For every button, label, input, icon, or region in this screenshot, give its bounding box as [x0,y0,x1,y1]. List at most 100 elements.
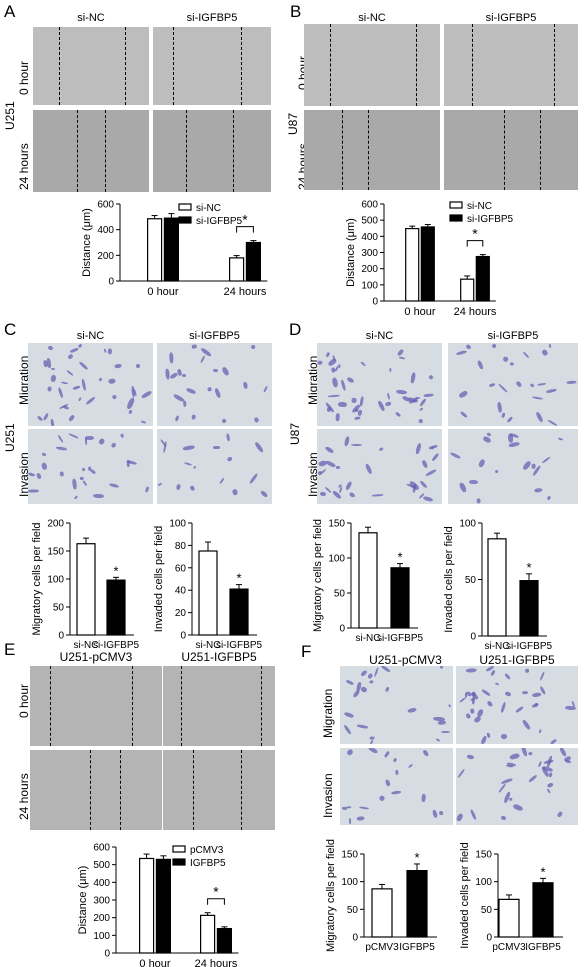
stained-cell [455,349,468,356]
bar-treatment [406,870,428,938]
legend-label: si-IGFBP5 [196,216,243,227]
stained-cell [28,489,40,493]
panel-letter-f: F [301,642,312,661]
cell-line-label-c: U251 [3,423,17,452]
stained-cell [126,460,130,468]
stained-cell [317,360,324,366]
y-axis-title: Migratory cells per field [325,839,337,952]
col-label-c1: si-NC [76,330,105,342]
stained-cell [509,752,520,761]
y-tick-label: 300 [361,248,378,259]
stained-cell [357,815,366,821]
stained-cell [67,414,76,423]
transwell-photo-d-si-migration [448,343,578,426]
stained-cell [494,469,499,475]
row-label-f-invasion: Invasion [321,773,335,818]
bar-treatment [532,882,554,938]
stained-cell [189,484,195,491]
stained-cell [69,347,79,354]
stained-cell [368,679,374,684]
stained-cell [525,668,530,673]
row-label-e-24h: 24 hours [17,773,31,820]
y-tick-label: 200 [93,913,110,924]
stained-cell [500,701,507,713]
stained-cell [457,767,466,778]
significance-star: * [213,884,219,900]
bar-chart-e: 0 100 200 300 400 500 600 Distance (μm) 0 hour 24… [77,843,239,967]
stained-cell [521,690,529,695]
stained-cell [537,760,542,768]
stained-cell [421,749,430,758]
stained-cell [435,738,441,743]
stained-cell [57,386,64,399]
stained-cell [515,380,522,387]
stained-cell [136,363,141,369]
y-tick-label: 0 [470,632,476,643]
bar-treatment [475,255,490,302]
x-tick-label: 24 hours [224,286,267,298]
stained-cell [331,376,339,388]
stained-cell [478,458,486,468]
stained-cell [476,708,485,718]
row-label-a-24h: 24 hours [17,143,31,190]
y-tick-label: 0 [180,631,186,642]
y-tick-label: 600 [93,843,110,854]
bar-chart-d-invasion: 0 50 100 Invaded cells per field si-NCsi-IGF… [443,519,552,653]
stained-cell [232,488,239,497]
stained-cell [107,378,116,384]
stained-cell [468,479,478,484]
stained-cell [251,345,256,350]
stained-cell [343,436,351,447]
stained-cell [469,708,475,714]
x-tick-label: 0 hour [139,958,171,967]
y-tick-label: 600 [361,200,378,211]
stained-cell [385,686,390,693]
stained-cell [359,685,368,693]
significance-bracket [466,240,484,247]
stained-cell [77,343,83,348]
stained-cell [50,367,55,370]
y-tick-label: 600 [97,200,114,211]
y-tick-label: 0 [372,297,378,308]
stained-cell [50,374,57,383]
stained-cell [41,452,47,457]
stained-cell [47,386,52,392]
y-tick-label: 150 [47,547,64,558]
stained-cell [486,700,494,708]
stained-cell [343,724,353,736]
stained-cell [545,387,557,394]
y-tick-label: 100 [341,877,358,888]
stained-cell [358,409,363,417]
stained-cell [93,493,104,499]
stained-cell [345,748,354,757]
stained-cell [512,802,524,812]
stained-cell [324,351,331,358]
y-tick-label: 80 [175,541,187,552]
stained-cell [466,753,475,760]
stained-cell [158,482,163,487]
stained-cell [115,363,123,369]
stained-cell [226,432,231,442]
bar-chart-f-migration: 0 50 100 150 Migratory cells per field pCMV3 I… [325,839,437,953]
significance-star: * [414,850,419,865]
stained-cell [533,487,543,493]
stained-cell [199,346,212,358]
y-tick-label: 150 [475,850,492,861]
bar-treatment [390,567,410,629]
x-tick-label: si-IGFBP5 [93,640,140,651]
wound-photo-b-nc-0h [304,24,440,106]
stained-cell [73,494,78,500]
stained-cell [549,738,558,744]
stained-cell [45,357,52,368]
stained-cell [548,343,551,349]
stained-cell [221,366,231,377]
stained-cell [390,790,402,795]
panel-letter-e: E [4,640,16,659]
stained-cell [384,751,391,758]
stained-cell [119,433,124,438]
stained-cell [335,413,341,421]
stained-cell [174,414,180,422]
significance-star: * [236,571,241,586]
stained-cell [182,445,195,451]
